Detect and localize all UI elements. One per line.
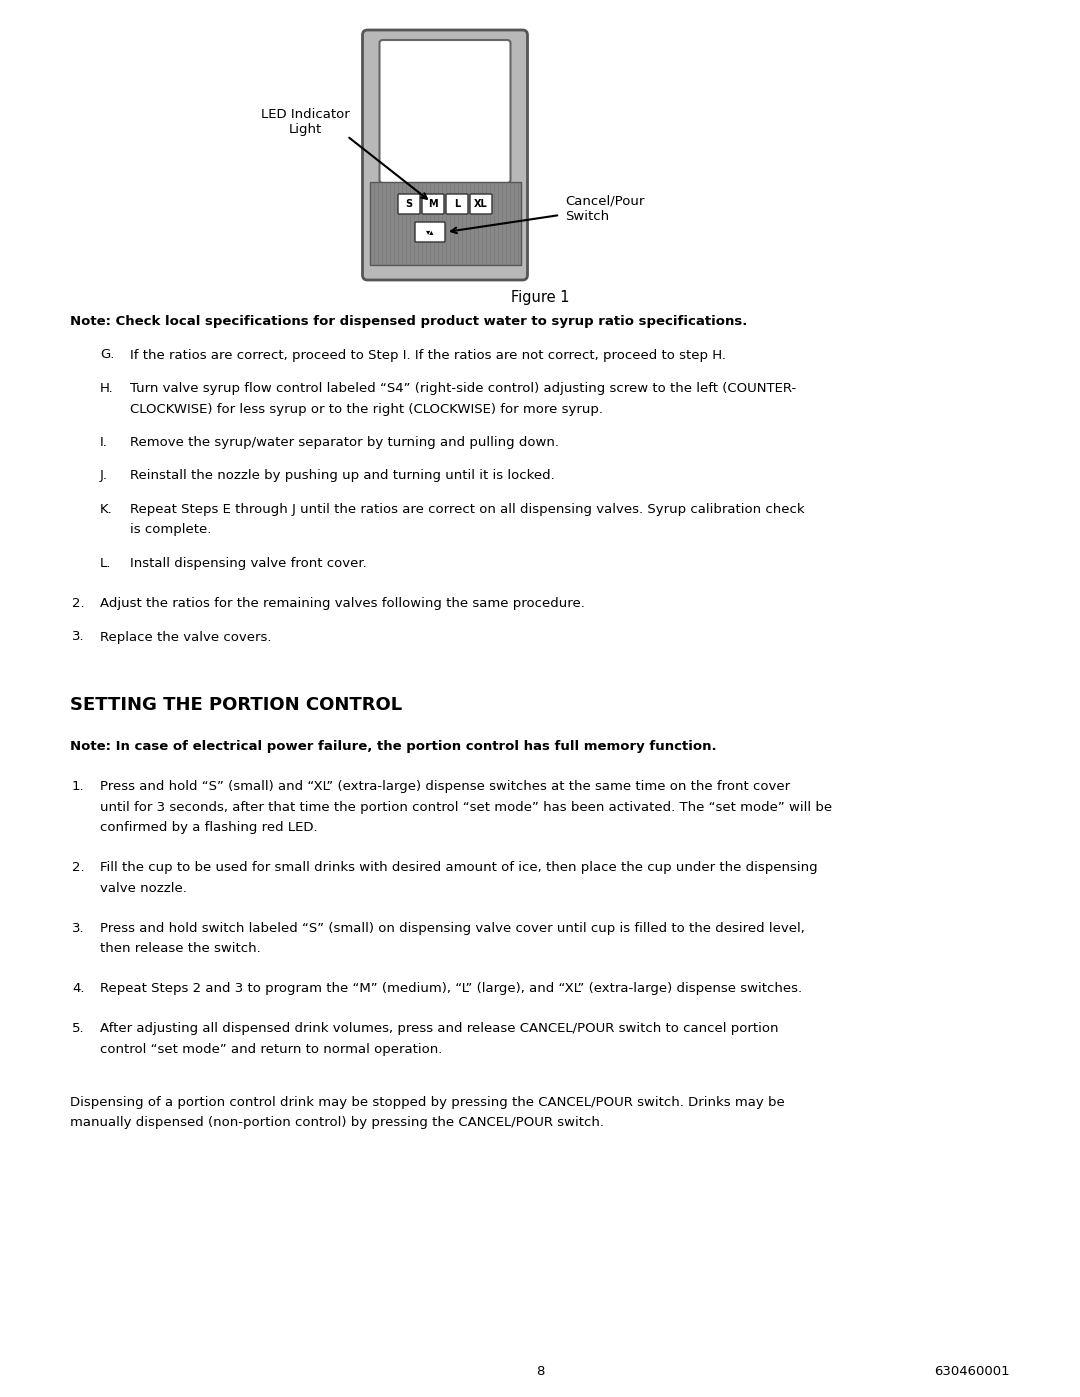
Text: Repeat Steps 2 and 3 to program the “M” (medium), “L” (large), and “XL” (extra-l: Repeat Steps 2 and 3 to program the “M” … xyxy=(100,982,802,995)
Text: Cancel/Pour
Switch: Cancel/Pour Switch xyxy=(565,196,645,224)
Bar xyxy=(369,182,521,265)
Text: Dispensing of a portion control drink may be stopped by pressing the CANCEL/POUR: Dispensing of a portion control drink ma… xyxy=(70,1095,785,1109)
Text: XL: XL xyxy=(474,198,488,210)
Text: After adjusting all dispensed drink volumes, press and release CANCEL/POUR switc: After adjusting all dispensed drink volu… xyxy=(100,1023,779,1035)
Text: L.: L. xyxy=(100,557,111,570)
Text: confirmed by a flashing red LED.: confirmed by a flashing red LED. xyxy=(100,821,318,834)
FancyBboxPatch shape xyxy=(446,194,468,214)
Text: H.: H. xyxy=(100,381,113,395)
Text: 3.: 3. xyxy=(72,630,84,644)
Text: manually dispensed (non-portion control) by pressing the CANCEL/POUR switch.: manually dispensed (non-portion control)… xyxy=(70,1116,604,1129)
Text: is complete.: is complete. xyxy=(130,524,212,536)
Text: 3.: 3. xyxy=(72,922,84,935)
FancyBboxPatch shape xyxy=(399,194,420,214)
Text: 630460001: 630460001 xyxy=(934,1365,1010,1377)
Text: valve nozzle.: valve nozzle. xyxy=(100,882,187,894)
Text: J.: J. xyxy=(100,469,108,482)
Text: I.: I. xyxy=(100,436,108,448)
Text: G.: G. xyxy=(100,348,114,362)
Text: 5.: 5. xyxy=(72,1023,84,1035)
Text: Reinstall the nozzle by pushing up and turning until it is locked.: Reinstall the nozzle by pushing up and t… xyxy=(130,469,555,482)
Text: Remove the syrup/water separator by turning and pulling down.: Remove the syrup/water separator by turn… xyxy=(130,436,559,448)
FancyBboxPatch shape xyxy=(363,29,527,279)
FancyBboxPatch shape xyxy=(422,194,444,214)
Text: 4.: 4. xyxy=(72,982,84,995)
Text: until for 3 seconds, after that time the portion control “set mode” has been act: until for 3 seconds, after that time the… xyxy=(100,800,832,813)
Text: Press and hold switch labeled “S” (small) on dispensing valve cover until cup is: Press and hold switch labeled “S” (small… xyxy=(100,922,805,935)
Text: Fill the cup to be used for small drinks with desired amount of ice, then place : Fill the cup to be used for small drinks… xyxy=(100,861,818,875)
Text: Press and hold “S” (small) and “XL” (extra-large) dispense switches at the same : Press and hold “S” (small) and “XL” (ext… xyxy=(100,781,791,793)
Text: Repeat Steps E through J until the ratios are correct on all dispensing valves. : Repeat Steps E through J until the ratio… xyxy=(130,503,805,515)
Text: 1.: 1. xyxy=(72,781,84,793)
Text: ▾▴: ▾▴ xyxy=(426,228,434,236)
Text: Figure 1: Figure 1 xyxy=(511,291,569,305)
Text: Turn valve syrup flow control labeled “S4” (right-side control) adjusting screw : Turn valve syrup flow control labeled “S… xyxy=(130,381,796,395)
Text: S: S xyxy=(405,198,413,210)
Text: CLOCKWISE) for less syrup or to the right (CLOCKWISE) for more syrup.: CLOCKWISE) for less syrup or to the righ… xyxy=(130,402,603,415)
Text: Adjust the ratios for the remaining valves following the same procedure.: Adjust the ratios for the remaining valv… xyxy=(100,597,585,610)
Text: Install dispensing valve front cover.: Install dispensing valve front cover. xyxy=(130,557,367,570)
Text: 8: 8 xyxy=(536,1365,544,1377)
Text: control “set mode” and return to normal operation.: control “set mode” and return to normal … xyxy=(100,1042,443,1056)
Text: SETTING THE PORTION CONTROL: SETTING THE PORTION CONTROL xyxy=(70,697,402,714)
Text: L: L xyxy=(454,198,460,210)
Text: LED Indicator
Light: LED Indicator Light xyxy=(260,108,349,136)
FancyBboxPatch shape xyxy=(415,222,445,242)
FancyBboxPatch shape xyxy=(379,41,511,183)
Text: then release the switch.: then release the switch. xyxy=(100,942,260,956)
Text: If the ratios are correct, proceed to Step I. If the ratios are not correct, pro: If the ratios are correct, proceed to St… xyxy=(130,348,726,362)
Text: 2.: 2. xyxy=(72,861,84,875)
FancyBboxPatch shape xyxy=(470,194,492,214)
Text: Note: In case of electrical power failure, the portion control has full memory f: Note: In case of electrical power failur… xyxy=(70,740,717,753)
Text: Note: Check local specifications for dispensed product water to syrup ratio spec: Note: Check local specifications for dis… xyxy=(70,314,747,328)
Text: Replace the valve covers.: Replace the valve covers. xyxy=(100,630,271,644)
Text: 2.: 2. xyxy=(72,597,84,610)
Text: M: M xyxy=(428,198,437,210)
Text: K.: K. xyxy=(100,503,112,515)
